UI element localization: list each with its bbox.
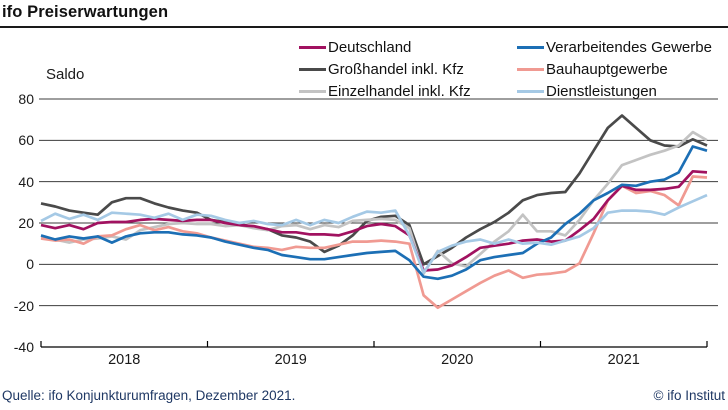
x-tick-label: 2019 — [274, 352, 307, 368]
y-tick-label: 80 — [18, 91, 34, 107]
y-tick-label: 60 — [18, 132, 34, 149]
legend-label: Bauhauptgewerbe — [546, 60, 668, 78]
legend-label: Verarbeitendes Gewerbe — [546, 38, 712, 56]
legend-label: Einzelhandel inkl. Kfz — [328, 82, 471, 100]
legend-column-1: Deutschland Großhandel inkl. Kfz Einzelh… — [299, 36, 471, 102]
legend-label: Dienstleistungen — [546, 82, 657, 100]
series-line-bauhauptgewerbe — [40, 175, 708, 310]
legend-item-einzelhandel: Einzelhandel inkl. Kfz — [299, 80, 471, 102]
legend-item-verarbeitendes-gewerbe: Verarbeitendes Gewerbe — [517, 36, 712, 58]
series-line-verarbeitendes-gewerbe — [40, 145, 708, 281]
series-line-dienstleistungen — [40, 193, 708, 274]
legend-item-deutschland: Deutschland — [299, 36, 471, 58]
legend-swatch-grosshandel — [299, 67, 326, 71]
y-tick-label: -20 — [13, 297, 34, 314]
legend-label: Großhandel inkl. Kfz — [328, 60, 464, 78]
series-line-einzelhandel-inkl-kfz — [40, 130, 708, 275]
legend-item-grosshandel: Großhandel inkl. Kfz — [299, 58, 471, 80]
legend-item-bauhauptgewerbe: Bauhauptgewerbe — [517, 58, 712, 80]
x-tick-label: 2020 — [441, 352, 474, 368]
legend-label: Deutschland — [328, 38, 412, 56]
copyright-note: © ifo Institut — [653, 388, 725, 403]
y-tick-label: -40 — [13, 339, 34, 355]
page-title: ifo Preiserwartungen — [2, 3, 169, 21]
y-axis-title: Saldo — [46, 66, 85, 83]
x-tick-label: 2021 — [607, 352, 640, 368]
series-line-deutschland — [40, 169, 708, 272]
title-divider — [0, 26, 728, 28]
legend-swatch-verarbeitendes-gewerbe — [517, 45, 544, 49]
y-tick-label: 40 — [18, 173, 34, 190]
y-tick-label: 20 — [18, 215, 34, 231]
y-tick-label: 0 — [26, 256, 34, 273]
legend-swatch-bauhauptgewerbe — [517, 67, 544, 71]
legend-item-dienstleistungen: Dienstleistungen — [517, 80, 712, 102]
legend-swatch-dienstleistungen — [517, 89, 544, 93]
legend-swatch-deutschland — [299, 45, 326, 49]
x-tick-label: 2018 — [108, 352, 141, 368]
source-note: Quelle: ifo Konjunkturumfragen, Dezember… — [2, 388, 296, 403]
legend-swatch-einzelhandel — [299, 89, 326, 93]
legend-column-2: Verarbeitendes Gewerbe Bauhauptgewerbe D… — [517, 36, 712, 102]
